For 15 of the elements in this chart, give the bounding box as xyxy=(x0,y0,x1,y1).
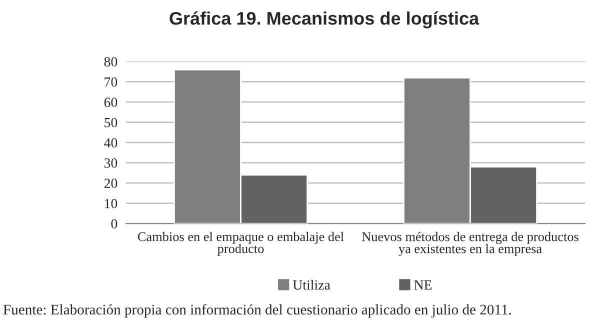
y-tick-label: 80 xyxy=(104,57,118,67)
y-tick-label: 30 xyxy=(104,158,118,168)
x-tick-label: Nuevos métodos de entrega de productos ya existentes en la empresa xyxy=(362,232,578,256)
y-tick-label: 70 xyxy=(104,77,118,87)
y-tick-label: 0 xyxy=(111,219,118,229)
y-tick-label: 60 xyxy=(104,98,118,108)
y-tick-label: 20 xyxy=(104,178,118,188)
y-tick-label: 10 xyxy=(105,198,118,208)
x-tick-label: Cambios en el empaque o embalaje del producto xyxy=(138,232,344,256)
chart-title: Gráfica 19. Mecanismos de logística xyxy=(170,11,480,28)
y-tick-label: 50 xyxy=(104,118,118,128)
y-tick-label: 40 xyxy=(104,138,118,148)
legend-label: Utiliza xyxy=(292,280,330,290)
legend-label: NE xyxy=(414,280,432,290)
source-note: Fuente: Elaboración propia con información del cuestionario aplicado en julio de 2011. xyxy=(3,304,511,318)
